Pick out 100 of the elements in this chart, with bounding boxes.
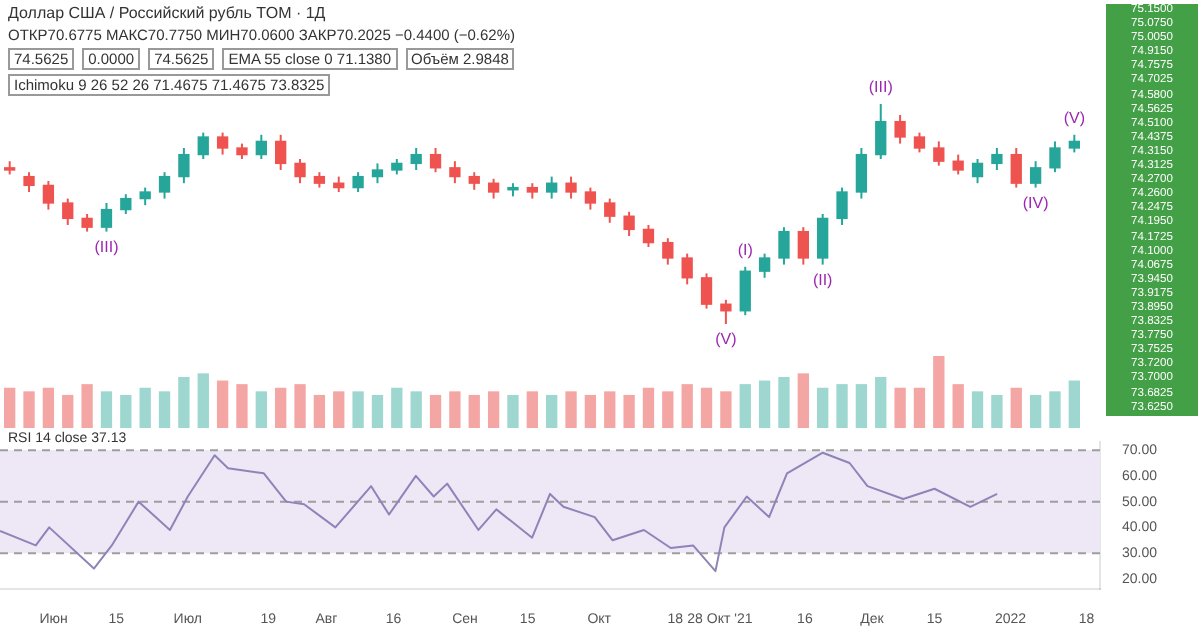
bar xyxy=(178,376,190,428)
annotation: (I) xyxy=(737,241,754,260)
candlestick xyxy=(371,162,384,185)
bar xyxy=(758,380,771,428)
bar xyxy=(1049,391,1061,428)
bar xyxy=(81,384,93,428)
bar xyxy=(720,391,732,428)
bar xyxy=(952,384,964,428)
candlestick xyxy=(120,193,132,215)
candlestick xyxy=(778,226,790,266)
candlestick xyxy=(216,131,229,156)
bar xyxy=(778,376,790,428)
candlestick xyxy=(913,131,926,154)
bar xyxy=(604,391,616,428)
bar xyxy=(449,391,461,428)
bar xyxy=(371,394,384,428)
candlestick xyxy=(817,213,829,266)
candlestick xyxy=(797,226,809,266)
bar xyxy=(836,384,848,428)
bar xyxy=(62,394,74,428)
bar xyxy=(1029,394,1042,428)
candlestick xyxy=(546,175,558,200)
candlestick xyxy=(642,224,655,248)
bar xyxy=(623,394,635,428)
bar xyxy=(913,387,926,428)
candlestick xyxy=(894,114,906,145)
candlestick xyxy=(352,171,364,193)
bar xyxy=(1010,387,1022,428)
candlestick xyxy=(449,160,461,185)
bar xyxy=(120,394,132,428)
candlestick xyxy=(42,180,55,211)
candlestick xyxy=(855,147,868,200)
bar xyxy=(681,384,693,428)
candlestick xyxy=(1029,160,1042,189)
candlestick xyxy=(487,177,500,200)
annotation: (V) xyxy=(1063,109,1086,128)
annotation: (IV) xyxy=(1022,194,1050,213)
bar xyxy=(817,387,829,428)
candlestick xyxy=(604,197,616,224)
candlestick xyxy=(662,237,674,266)
bar xyxy=(933,356,945,428)
bar xyxy=(894,387,906,428)
candlestick xyxy=(971,158,984,185)
bar xyxy=(584,394,597,428)
bar xyxy=(739,384,751,428)
candlestick xyxy=(758,252,771,279)
bar xyxy=(642,387,655,428)
candlestick xyxy=(584,186,597,211)
annotation: (II) xyxy=(812,271,834,290)
candlestick xyxy=(178,147,190,185)
candlestick xyxy=(952,153,964,176)
annotation: (III) xyxy=(868,78,894,97)
bar xyxy=(487,391,500,428)
annotation: (III) xyxy=(94,238,120,257)
chart-title: Доллар США / Российский рубль TOM · 1Д xyxy=(8,4,328,22)
bar xyxy=(1068,380,1080,428)
candlestick xyxy=(429,147,442,174)
bar xyxy=(855,384,868,428)
candlestick xyxy=(623,210,635,237)
candlestick xyxy=(255,133,267,160)
bar xyxy=(662,391,674,428)
bar xyxy=(468,394,480,428)
bar xyxy=(23,391,35,428)
bar xyxy=(875,376,887,428)
bar xyxy=(410,391,422,428)
candlestick xyxy=(275,133,287,171)
bar xyxy=(236,384,248,428)
bar xyxy=(42,387,55,428)
bar xyxy=(197,373,209,428)
candlestick xyxy=(933,140,945,167)
bar xyxy=(216,380,229,428)
bar xyxy=(4,387,16,428)
bar xyxy=(275,387,287,428)
bar xyxy=(507,394,519,428)
candlestick xyxy=(700,272,713,310)
bar xyxy=(100,391,113,428)
bar xyxy=(255,391,267,428)
candlestick xyxy=(158,171,171,200)
bar xyxy=(139,387,151,428)
bar xyxy=(700,387,713,428)
candlestick xyxy=(294,158,306,185)
bar xyxy=(797,373,809,428)
bar xyxy=(429,394,442,428)
candlestick xyxy=(23,171,35,193)
candlestick xyxy=(410,147,422,171)
candlestick xyxy=(197,131,209,160)
bar xyxy=(352,391,364,428)
candlestick xyxy=(720,298,732,325)
candlestick xyxy=(991,147,1003,171)
candlestick xyxy=(100,202,113,233)
bar xyxy=(313,394,326,428)
candlestick xyxy=(62,197,74,226)
bar xyxy=(158,391,171,428)
candlestick xyxy=(836,186,848,226)
bar xyxy=(971,391,984,428)
candlestick xyxy=(1010,147,1022,189)
bar xyxy=(565,391,577,428)
bar xyxy=(546,394,558,428)
bar xyxy=(526,391,538,428)
candlestick xyxy=(565,175,577,200)
